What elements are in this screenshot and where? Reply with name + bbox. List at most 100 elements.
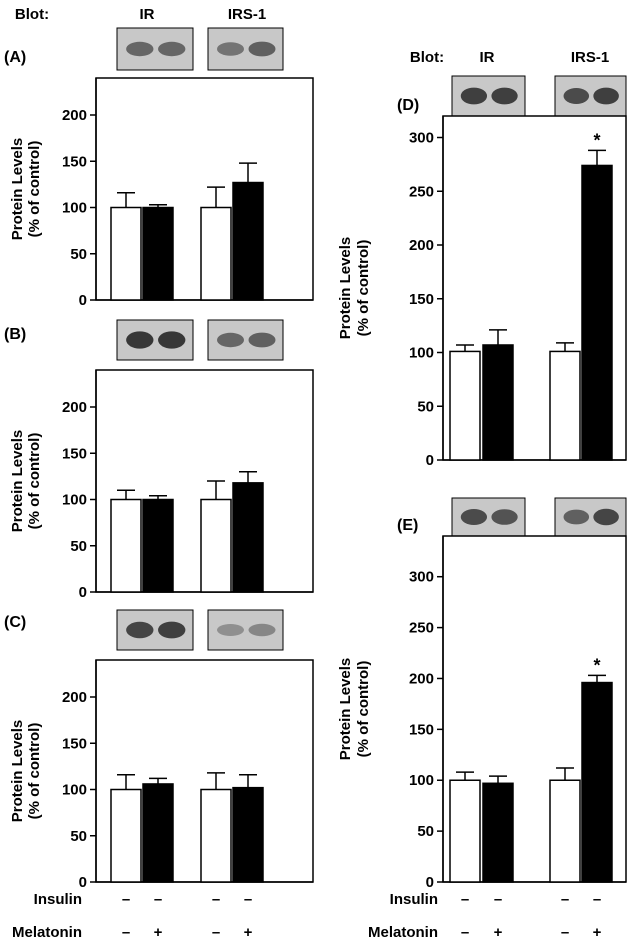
panel-a: (A) Blot: IR IRS-1 0 50 100 150 200 Protein Level…: [4, 6, 314, 309]
western-blot: [116, 27, 194, 71]
treatment-label: Melatonin: [368, 924, 438, 941]
y-tick-label: 300: [409, 130, 434, 147]
bar: [581, 164, 613, 461]
y-tick-label: 0: [426, 452, 434, 469]
western-blot: [207, 27, 284, 71]
blot-band: [217, 42, 244, 56]
significance-marker: *: [593, 655, 600, 675]
bar: [549, 350, 581, 461]
treatment-sign: –: [212, 924, 220, 941]
y-tick-label: 150: [62, 445, 87, 462]
category-label: IRS-1: [228, 6, 266, 23]
blot-band: [217, 624, 244, 636]
y-axis-label-line2: (% of control): [26, 433, 43, 530]
y-tick-label: 0: [79, 584, 87, 601]
treatment-sign: +: [494, 924, 503, 941]
blot-band: [126, 41, 154, 57]
bar: [142, 498, 174, 593]
blot-prefix: Blot:: [15, 6, 49, 23]
y-axis-label-line1: Protein Levels: [337, 658, 354, 761]
y-axis-label: Protein Levels (% of control): [9, 720, 43, 823]
treatment-sign: –: [461, 924, 469, 941]
blot-band: [158, 621, 186, 639]
plot-frame: [442, 115, 627, 461]
y-tick-label: 150: [62, 153, 87, 170]
treatment-sign: –: [154, 891, 162, 908]
y-tick-label: 100: [62, 200, 87, 217]
western-blot: [451, 75, 526, 117]
plot-frame: [442, 535, 627, 883]
y-tick-label: 150: [62, 735, 87, 752]
y-tick-label: 50: [70, 538, 87, 555]
blot-band: [460, 87, 488, 105]
blot-band: [593, 87, 619, 105]
significance-marker: *: [593, 130, 600, 150]
y-tick-label: 0: [79, 874, 87, 891]
y-tick-label: 200: [62, 399, 87, 416]
treatment-label: Insulin: [34, 891, 82, 908]
y-axis-label-line1: Protein Levels: [337, 237, 354, 340]
blot-band: [460, 509, 488, 525]
treatment-sign: +: [593, 924, 602, 941]
panel-d: (D) Blot: IR IRS-1 0 50 100 150 200 250 300 Protein…: [337, 49, 627, 469]
blot-band: [491, 87, 518, 105]
blot-band: [563, 88, 590, 104]
y-axis-label-line2: (% of control): [355, 240, 372, 337]
bar: [482, 782, 514, 883]
bar: [110, 498, 142, 593]
y-axis-label-line1: Protein Levels: [9, 138, 26, 241]
y-tick-label: 200: [409, 237, 434, 254]
blot-band: [593, 508, 619, 526]
bar: [142, 206, 174, 301]
panel-label: (E): [397, 517, 418, 534]
blot-band: [563, 509, 590, 525]
panel-label: (C): [4, 614, 26, 631]
y-axis-label: Protein Levels (% of control): [337, 658, 372, 761]
treatment-label: Insulin: [390, 891, 438, 908]
category-label: IR: [140, 6, 155, 23]
panel-c: (C) 0 50 100 150 200 Protein Levels (% of contr…: [4, 609, 314, 891]
blot-band: [248, 332, 276, 348]
treatment-sign: +: [244, 924, 253, 941]
treatment-sign: –: [561, 924, 569, 941]
y-axis-label: Protein Levels (% of control): [9, 138, 43, 241]
category-label: IRS-1: [571, 49, 609, 66]
treatment-label: Melatonin: [12, 924, 82, 941]
blot-background: [207, 609, 284, 651]
blot-prefix: Blot:: [410, 49, 444, 66]
y-tick-label: 200: [62, 107, 87, 124]
blot-band: [158, 331, 186, 349]
y-axis-label-line2: (% of control): [26, 723, 43, 820]
blot-band: [126, 621, 154, 639]
western-blot: [207, 609, 284, 651]
bar: [142, 783, 174, 883]
blot-band: [248, 41, 276, 57]
blot-band: [158, 41, 186, 57]
y-tick-label: 50: [417, 823, 434, 840]
y-axis-label-line2: (% of control): [26, 141, 43, 238]
y-axis-label-line1: Protein Levels: [9, 430, 26, 533]
panel-label: (A): [4, 49, 26, 66]
y-tick-label: 100: [62, 782, 87, 799]
treatment-sign: +: [154, 924, 163, 941]
blot-band: [248, 623, 276, 637]
bar: [200, 788, 232, 883]
bar: [482, 344, 514, 461]
treatment-sign: –: [461, 891, 469, 908]
western-blot: [554, 497, 627, 537]
y-axis-label-line1: Protein Levels: [9, 720, 26, 823]
blot-band: [217, 332, 244, 348]
western-blot: [116, 319, 194, 361]
western-blot: [554, 75, 627, 117]
blot-band: [126, 331, 154, 349]
bar: [110, 206, 142, 301]
bar: [549, 779, 581, 883]
treatment-sign: –: [494, 891, 502, 908]
treatment-sign: –: [561, 891, 569, 908]
bar: [581, 681, 613, 883]
y-tick-label: 200: [62, 689, 87, 706]
bar: [200, 498, 232, 593]
treatment-legend: Insulin Insulin – – – – – – – – Melatonin Melatonin…: [12, 891, 602, 941]
y-tick-label: 300: [409, 569, 434, 586]
bar: [110, 788, 142, 883]
